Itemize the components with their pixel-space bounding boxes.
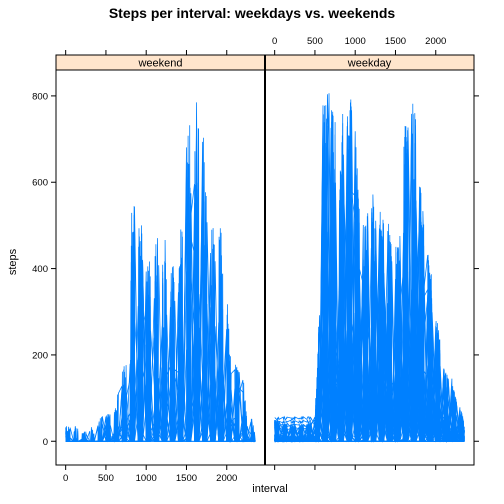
x-tick-label: 2000 [216, 473, 237, 484]
y-tick-label: 0 [43, 437, 48, 448]
y-tick-label: 400 [32, 264, 48, 275]
strip-label-weekday: weekday [347, 58, 392, 70]
panel-weekend: weekend [56, 55, 265, 465]
x-tick-label-top: 1500 [385, 36, 406, 47]
y-tick-label: 800 [32, 91, 48, 102]
x-tick-label: 500 [98, 473, 114, 484]
series-lines-weekday [275, 94, 465, 441]
y-tick-label: 200 [32, 350, 48, 361]
strip-label-weekend: weekend [137, 58, 182, 70]
x-tick-label: 0 [63, 473, 68, 484]
x-tick-label-top: 2000 [425, 36, 446, 47]
y-tick-label: 600 [32, 178, 48, 189]
top-x-axis: 0 500 1000 1500 2000 [66, 36, 447, 55]
chart-title: Steps per interval: weekdays vs. weekend… [109, 5, 396, 21]
y-axis-label: steps [7, 248, 19, 275]
bottom-x-axis: 0 500 1000 1500 2000 [63, 465, 436, 484]
x-tick-label-top: 0 [272, 36, 277, 47]
x-tick-label-top: 500 [307, 36, 323, 47]
series-lines-weekend [66, 125, 256, 441]
x-tick-label-top: 1000 [345, 36, 366, 47]
x-tick-label: 1500 [176, 473, 197, 484]
x-tick-label: 1000 [136, 473, 157, 484]
x-axis-label: interval [252, 483, 287, 495]
panel-weekday: weekday [265, 55, 474, 465]
